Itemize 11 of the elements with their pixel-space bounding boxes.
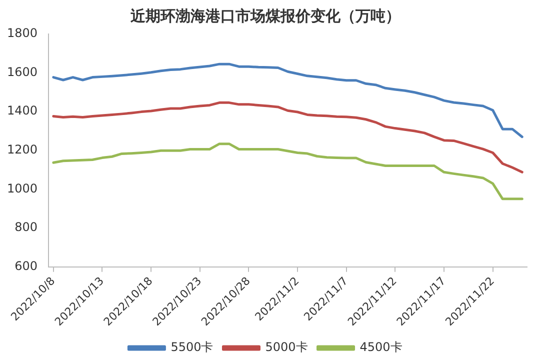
y-tick-label: 1400 <box>6 104 38 118</box>
y-tick-label: 1000 <box>6 181 38 196</box>
chart-title: 近期环渤海港口市场煤报价变化（万吨） <box>130 6 400 25</box>
legend-label: 5000卡 <box>265 340 308 354</box>
y-tick-label: 1800 <box>6 26 38 40</box>
y-tick-label: 1600 <box>6 64 38 79</box>
y-tick-label: 800 <box>14 220 38 234</box>
y-tick-label: 1200 <box>6 142 38 157</box>
y-tick-label: 600 <box>14 258 38 273</box>
legend-label: 4500卡 <box>360 340 402 354</box>
legend-label: 5500卡 <box>170 340 214 354</box>
